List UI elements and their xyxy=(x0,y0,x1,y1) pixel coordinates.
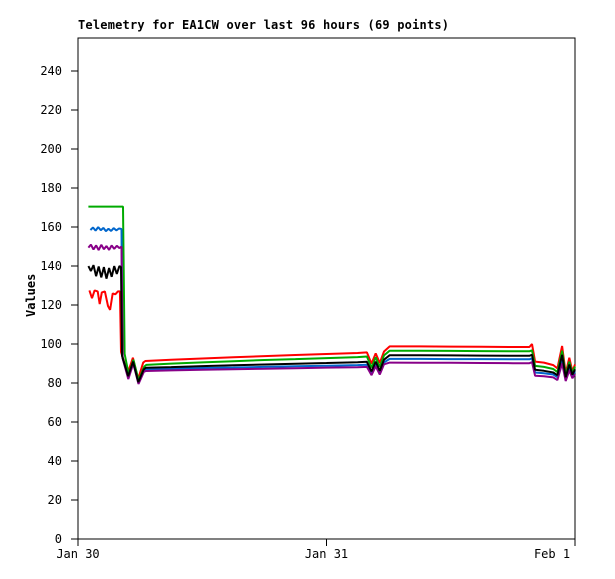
y-tick-label: 40 xyxy=(48,454,62,468)
y-tick-label: 120 xyxy=(40,298,62,312)
x-tick-label: Jan 30 xyxy=(56,547,99,561)
chart-title: Telemetry for EA1CW over last 96 hours (… xyxy=(78,18,450,32)
x-tick-label: Feb 1 xyxy=(534,547,570,561)
y-tick-label: 0 xyxy=(55,532,62,546)
series-line-channel-1-red xyxy=(88,289,576,380)
y-tick-label: 160 xyxy=(40,220,62,234)
y-tick-label: 100 xyxy=(40,337,62,351)
y-tick-label: 140 xyxy=(40,259,62,273)
x-tick-label: Jan 31 xyxy=(305,547,348,561)
y-tick-label: 200 xyxy=(40,142,62,156)
series-line-channel-5-black xyxy=(87,264,576,383)
plot-border xyxy=(77,37,576,540)
y-tick-label: 240 xyxy=(40,64,62,78)
series-line-channel-3-blue xyxy=(89,226,576,384)
series-line-channel-4-purple xyxy=(87,243,576,385)
y-tick-label: 220 xyxy=(40,103,62,117)
y-tick-label: 60 xyxy=(48,415,62,429)
y-tick-label: 80 xyxy=(48,376,62,390)
y-tick-label: 20 xyxy=(48,493,62,507)
y-tick-label: 180 xyxy=(40,181,62,195)
